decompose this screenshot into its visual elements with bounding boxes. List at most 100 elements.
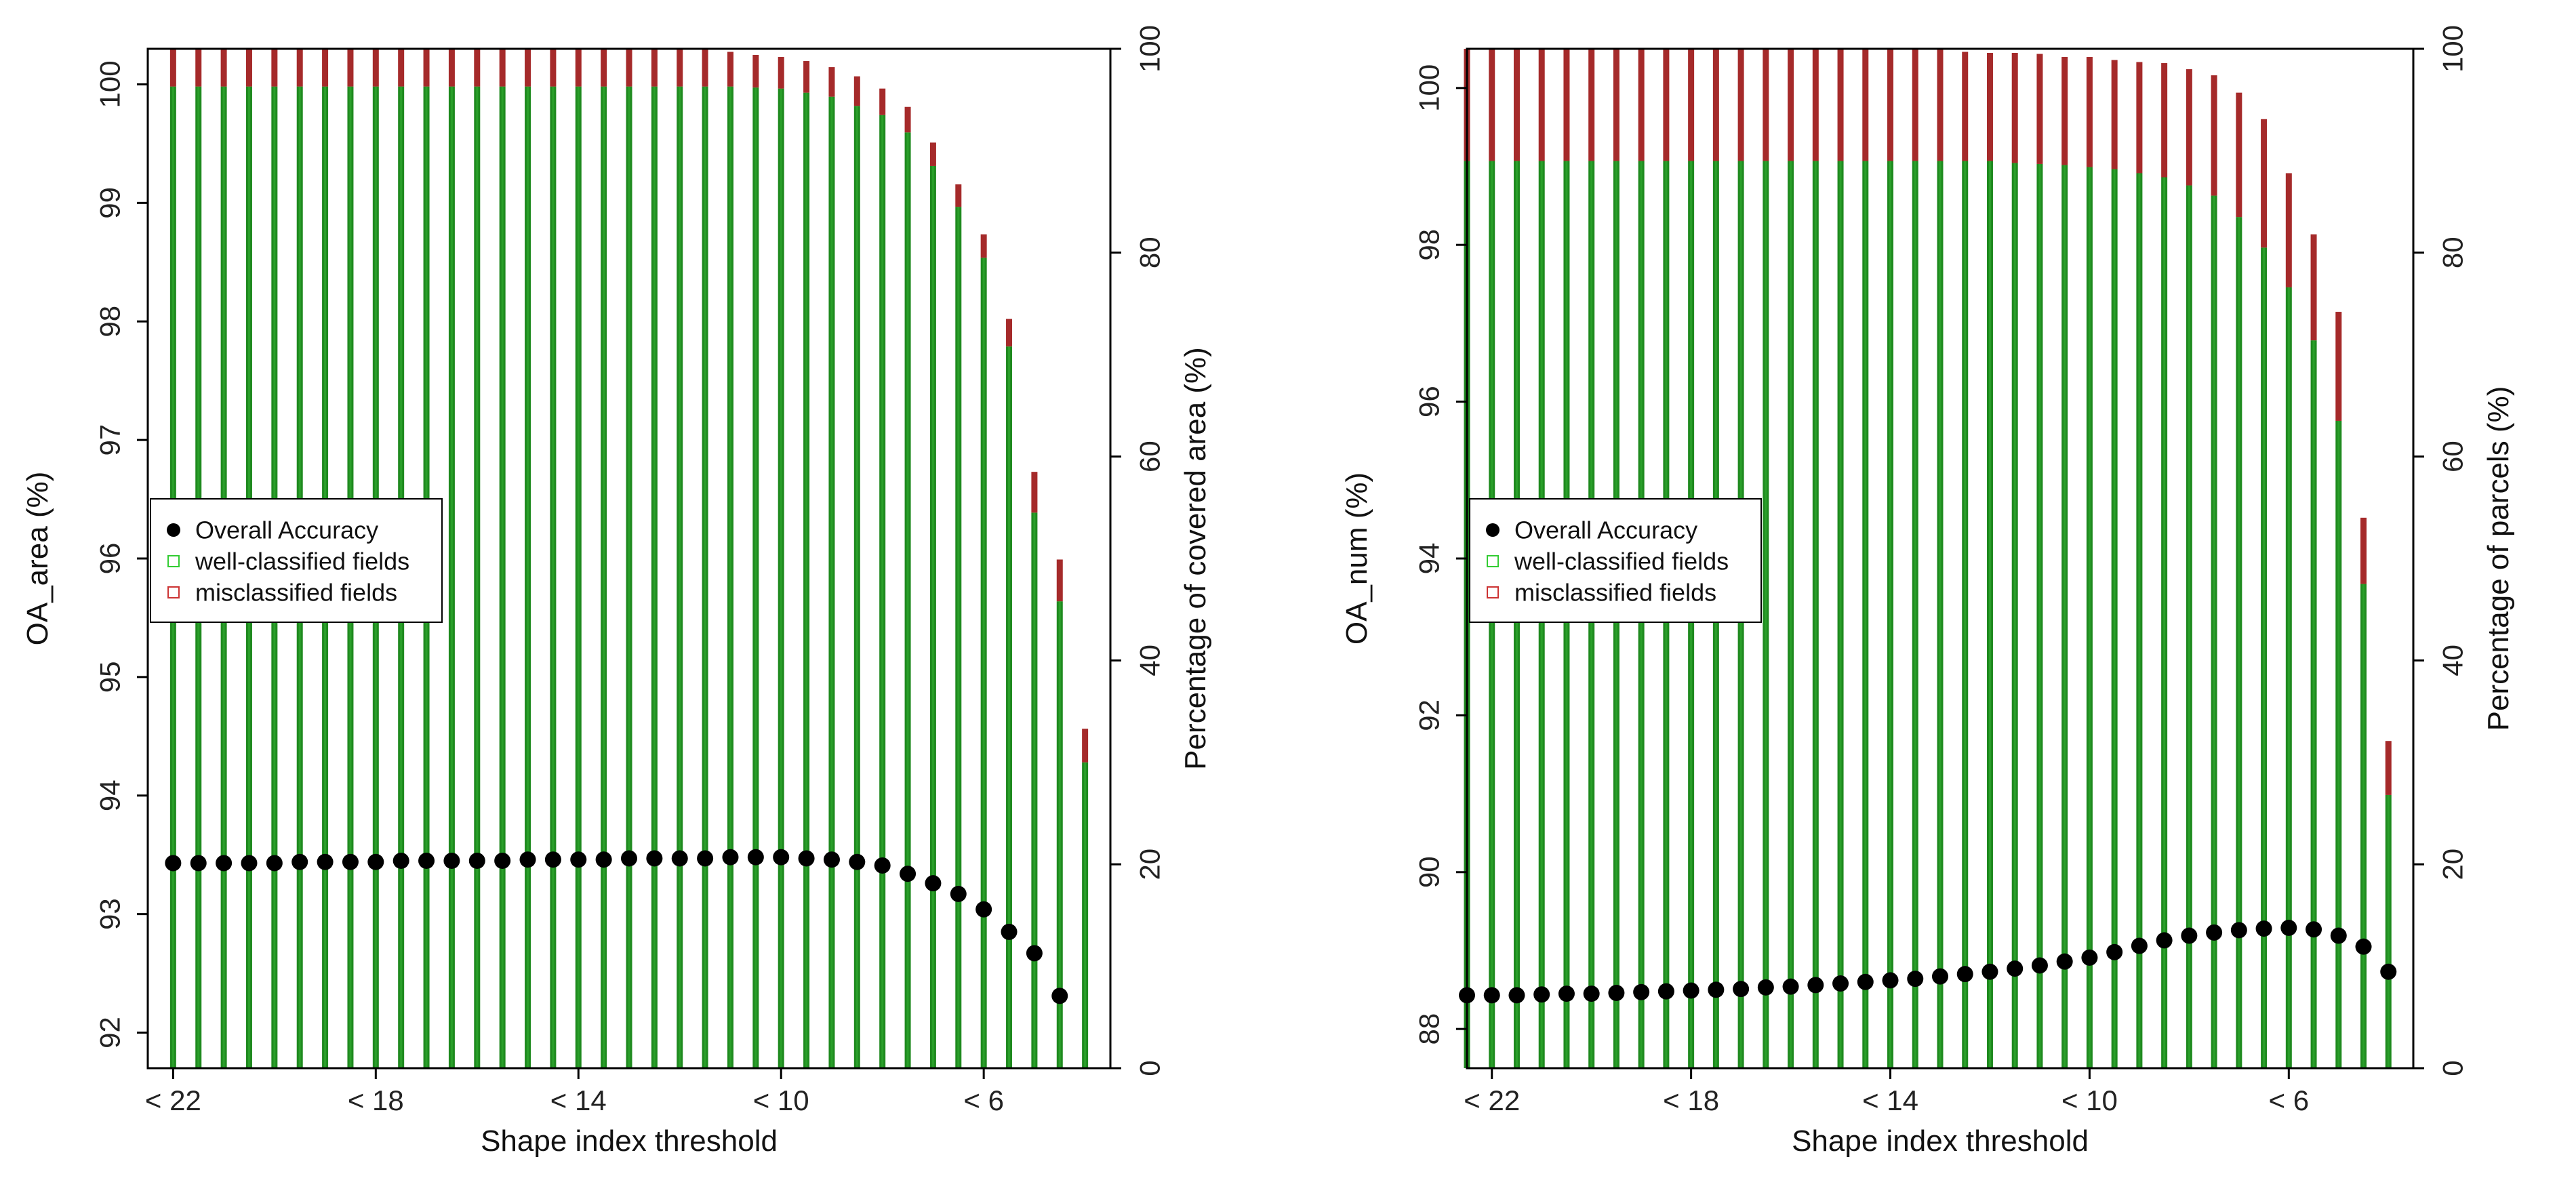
accuracy-point <box>798 850 815 867</box>
bar-misclassified <box>2036 54 2043 164</box>
bar-highlight <box>1889 161 1892 1069</box>
bar-misclassified <box>626 49 632 87</box>
x-tick-label: < 22 <box>1464 1084 1520 1116</box>
y-right-tick-label: 60 <box>1134 441 1166 472</box>
accuracy-point <box>1807 977 1824 994</box>
y-left-tick-label: 92 <box>1413 699 1445 731</box>
accuracy-point <box>1757 979 1774 996</box>
bar-highlight <box>2163 177 2166 1068</box>
bar-misclassified <box>752 55 759 88</box>
bar-highlight <box>1864 161 1867 1069</box>
y-right-tick-label: 40 <box>2437 645 2469 676</box>
bar-highlight <box>2238 217 2240 1068</box>
bar-misclassified <box>550 49 557 87</box>
y-right-tick-label: 0 <box>1134 1060 1166 1076</box>
y-right-tick-label: 80 <box>2437 237 2469 268</box>
right-y-axis-label: Percentage of parcels (%) <box>2482 386 2515 731</box>
chart-panel-num: 88 90 92 94 96 98 100 0 20 40 60 80 100 < 22 < 18 < 1… <box>1340 25 2515 1158</box>
accuracy-point <box>1733 981 1750 998</box>
y-left-tick-label: 96 <box>94 543 126 575</box>
x-axis-label: Shape index threshold <box>1792 1124 2089 1158</box>
y-left-tick-label: 100 <box>1413 64 1445 112</box>
left-y-axis-label: OA_num (%) <box>1340 472 1373 645</box>
accuracy-point <box>975 901 992 918</box>
x-tick-label: < 22 <box>145 1084 201 1116</box>
bar-misclassified <box>2236 92 2242 218</box>
legend-dot-icon <box>167 523 180 537</box>
accuracy-point <box>950 885 967 902</box>
accuracy-point <box>1857 973 1874 990</box>
bar-highlight <box>1914 161 1916 1069</box>
bar-misclassified <box>727 52 733 87</box>
accuracy-point <box>2056 953 2073 970</box>
bar-highlight <box>1765 161 1767 1069</box>
accuracy-point <box>190 855 207 872</box>
accuracy-point <box>2330 927 2347 944</box>
accuracy-point <box>925 875 942 892</box>
bar-misclassified <box>778 57 784 89</box>
accuracy-points-group <box>165 849 1068 1004</box>
accuracy-point <box>367 853 384 870</box>
accuracy-point <box>2206 924 2223 941</box>
bar-misclassified <box>1887 49 1894 161</box>
y-left-tick-label: 92 <box>94 1017 126 1049</box>
bar-highlight <box>780 88 782 1068</box>
bar-misclassified <box>1986 53 1993 161</box>
x-axis: < 22 < 18 < 14 < 10 < 6 <box>1464 1068 2309 1116</box>
bar-misclassified <box>1082 729 1089 763</box>
accuracy-point <box>2181 927 2198 944</box>
chart-panel-area: 92 93 94 95 96 97 98 99 100 0 20 40 60 80 100 < 22 < 1… <box>21 25 1212 1158</box>
accuracy-point <box>2156 932 2173 949</box>
bar-highlight <box>1839 161 1842 1069</box>
bar-misclassified <box>1862 49 1869 161</box>
accuracy-point <box>418 852 435 869</box>
y-left-tick-label: 100 <box>94 60 126 108</box>
bar-misclassified <box>904 106 911 133</box>
bar-highlight <box>856 106 858 1068</box>
bar-misclassified <box>1613 49 1619 161</box>
bar-misclassified <box>1788 49 1794 161</box>
bar-misclassified <box>398 49 405 87</box>
accuracy-point <box>1657 983 1674 1000</box>
accuracy-point <box>874 857 891 874</box>
accuracy-point <box>2280 919 2297 936</box>
accuracy-point <box>241 855 258 872</box>
legend-good-swatch-icon <box>1487 555 1499 567</box>
bar-misclassified <box>929 142 936 166</box>
legend-label-well-classified: well-classified fields <box>1514 548 1729 575</box>
bar-misclassified <box>2136 62 2143 174</box>
bar-misclassified <box>1688 49 1695 161</box>
bar-misclassified <box>1962 52 1969 161</box>
bar-highlight <box>1964 161 1967 1069</box>
accuracy-point <box>1907 971 1924 988</box>
accuracy-point <box>849 853 866 870</box>
bar-highlight <box>957 207 960 1068</box>
bar-highlight <box>1058 601 1061 1068</box>
legend: Overall Accuracy well-classified fields … <box>1469 498 1762 623</box>
bar-misclassified <box>1663 49 1670 161</box>
accuracy-point <box>1981 963 1998 980</box>
bar-highlight <box>2138 173 2141 1068</box>
x-tick-label: < 6 <box>2269 1084 2310 1116</box>
accuracy-point <box>2007 960 2024 977</box>
bar-highlight <box>2088 167 2091 1069</box>
bar-misclassified <box>1712 49 1719 161</box>
accuracy-point <box>747 849 764 866</box>
accuracy-point <box>1932 968 1948 985</box>
accuracy-point <box>2081 949 2098 966</box>
bar-highlight <box>1033 512 1036 1068</box>
accuracy-point <box>1956 966 1973 983</box>
y-right-tick-label: 20 <box>1134 849 1166 880</box>
x-tick-label: < 10 <box>753 1084 809 1116</box>
accuracy-point <box>519 851 536 868</box>
bar-misclassified <box>1513 49 1520 161</box>
y-right-tick-label: 40 <box>1134 645 1166 676</box>
right-y-axis-label: Percentage of covered area (%) <box>1179 347 1212 770</box>
accuracy-point <box>671 850 688 867</box>
bar-misclassified <box>2310 234 2317 341</box>
x-tick-label: < 14 <box>550 1084 607 1116</box>
y-left-tick-label: 94 <box>1413 543 1445 575</box>
bar-highlight <box>628 86 630 1069</box>
left-y-axis: 92 93 94 95 96 97 98 99 100 <box>94 60 148 1049</box>
bar-misclassified <box>955 184 962 207</box>
